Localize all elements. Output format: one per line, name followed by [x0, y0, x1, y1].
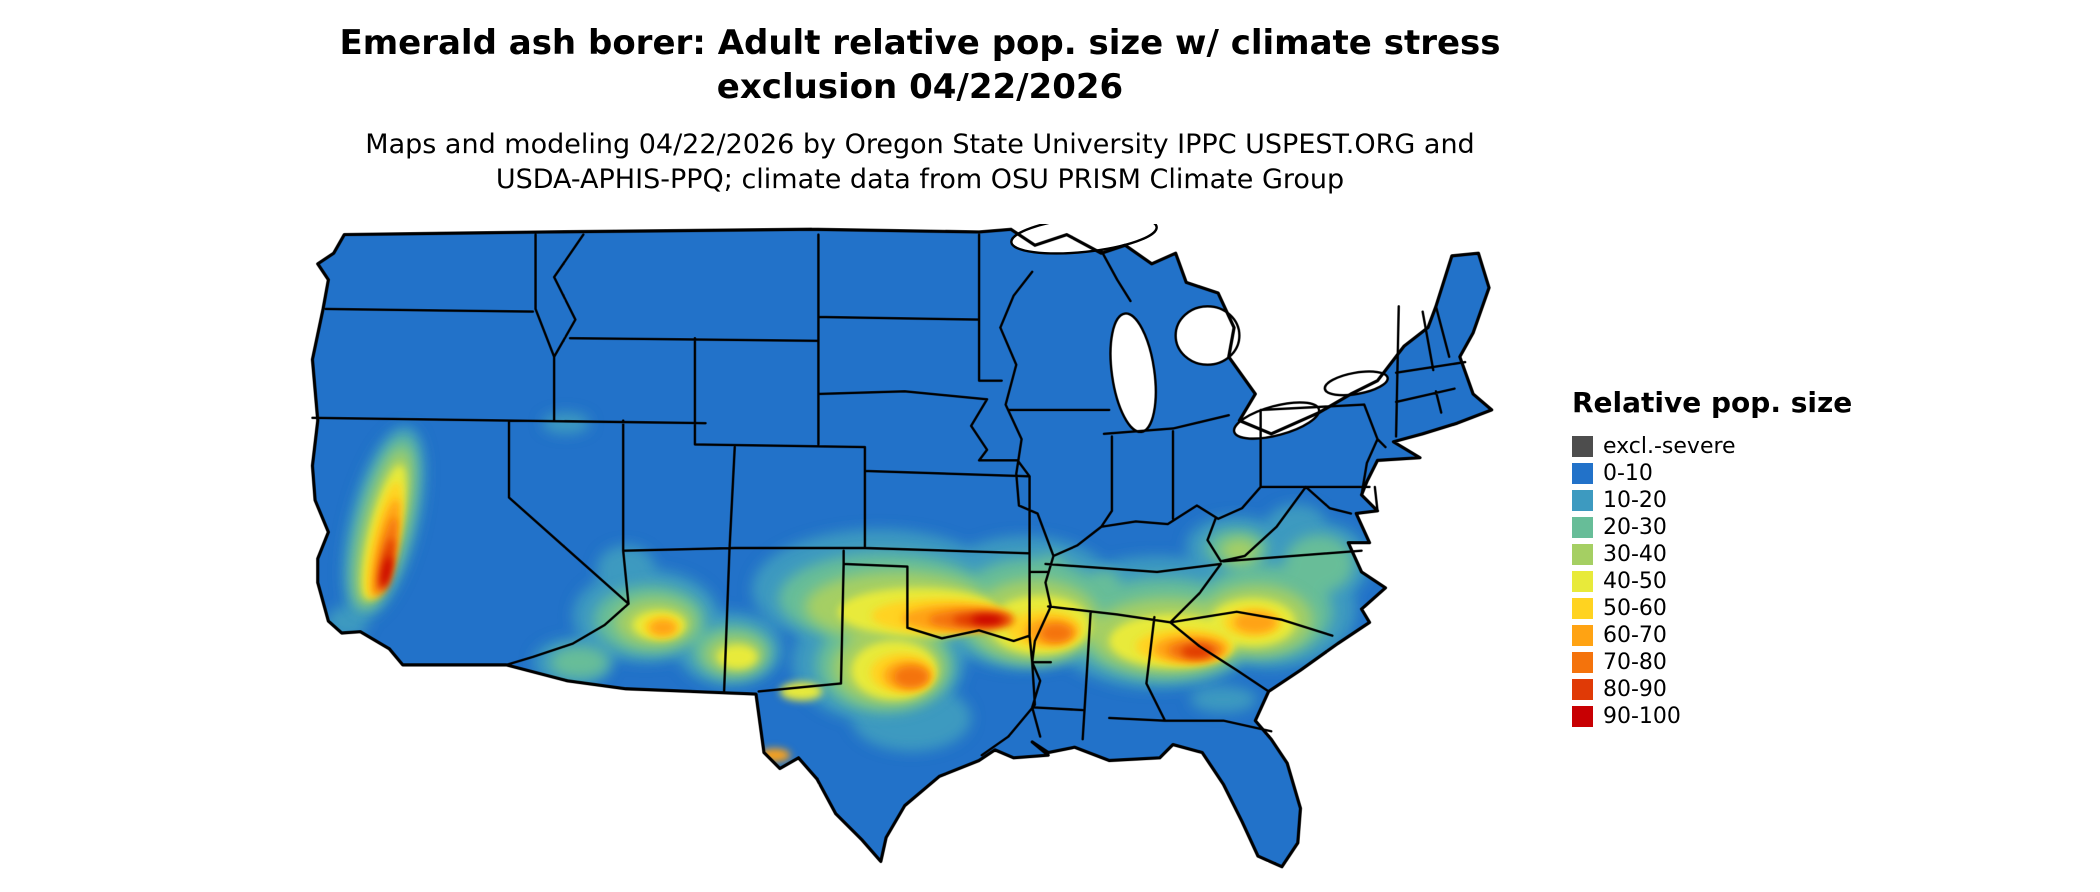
legend-item: 80-90	[1572, 676, 1852, 703]
legend-label: 80-90	[1603, 676, 1667, 702]
legend-label: 60-70	[1603, 622, 1667, 648]
legend-label: 90-100	[1603, 703, 1681, 729]
legend-title: Relative pop. size	[1572, 386, 1853, 419]
legend-swatch	[1572, 517, 1593, 538]
legend-swatch	[1572, 490, 1593, 511]
legend-item: excl.-severe	[1572, 433, 1852, 460]
us-map	[303, 224, 1533, 888]
state-borders	[311, 233, 1467, 757]
legend-label: 10-20	[1603, 487, 1667, 513]
legend-item: 70-80	[1572, 649, 1852, 676]
legend-swatch	[1572, 544, 1593, 565]
legend-label: 40-50	[1603, 568, 1667, 594]
legend-label: 20-30	[1603, 514, 1667, 540]
legend-swatch	[1572, 679, 1593, 700]
legend-label: 0-10	[1603, 460, 1653, 486]
great-lakes	[1010, 224, 1389, 440]
legend-swatch	[1572, 625, 1593, 646]
subtitle-line-2: USDA-APHIS-PPQ; climate data from OSU PR…	[495, 164, 1345, 196]
legend-item: 90-100	[1572, 703, 1852, 730]
lake-ontario	[1323, 370, 1389, 397]
legend-swatch	[1572, 571, 1593, 592]
legend-item: 50-60	[1572, 595, 1852, 622]
legend-label: 30-40	[1603, 541, 1667, 567]
legend-item: 0-10	[1572, 460, 1852, 487]
legend-swatch	[1572, 598, 1593, 619]
legend-item: 60-70	[1572, 622, 1852, 649]
legend-item: 20-30	[1572, 514, 1852, 541]
title-line-1: Emerald ash borer: Adult relative pop. s…	[339, 23, 1501, 63]
us-map-svg	[310, 224, 1494, 869]
page-title: Emerald ash borer: Adult relative pop. s…	[0, 22, 1840, 109]
legend-item: 40-50	[1572, 568, 1852, 595]
legend-label: 70-80	[1603, 649, 1667, 675]
title-line-2: exclusion 04/22/2026	[716, 66, 1124, 107]
lake-huron	[1174, 305, 1241, 366]
header: Emerald ash borer: Adult relative pop. s…	[0, 22, 1840, 197]
legend-label: 50-60	[1603, 595, 1667, 621]
legend-swatch	[1572, 463, 1593, 484]
raster-layers	[312, 229, 1492, 867]
legend-label: excl.-severe	[1603, 433, 1736, 459]
legend: Relative pop. size excl.-severe 0-10 10-…	[1572, 386, 1852, 730]
raster-layer-90-100	[381, 556, 1003, 625]
legend-swatch	[1572, 436, 1593, 457]
lake-superior	[1010, 224, 1158, 255]
legend-item: 10-20	[1572, 487, 1852, 514]
page-subtitle: Maps and modeling 04/22/2026 by Oregon S…	[0, 127, 1840, 197]
us-outline	[310, 227, 1494, 869]
lake-erie	[1232, 401, 1321, 440]
legend-item: 30-40	[1572, 541, 1852, 568]
subtitle-line-1: Maps and modeling 04/22/2026 by Oregon S…	[365, 129, 1475, 161]
legend-swatch	[1572, 706, 1593, 727]
legend-swatch	[1572, 652, 1593, 673]
